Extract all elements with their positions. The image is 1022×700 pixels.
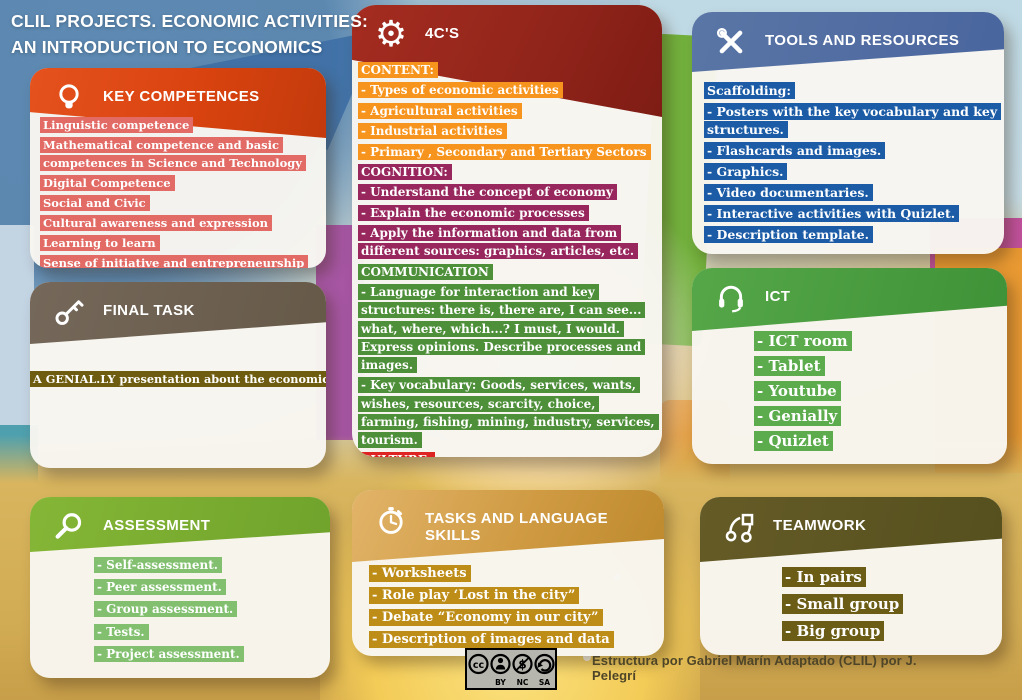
card-title: KEY COMPETENCES — [103, 88, 260, 105]
list-item: - Primary , Secondary and Tertiary Secto… — [358, 143, 651, 160]
card-title: 4C'S — [425, 25, 460, 42]
card-title: TOOLS AND RESOURCES — [765, 32, 960, 49]
card-key-competences-header: KEY COMPETENCES — [30, 68, 326, 138]
card-teamwork-header: TEAMWORK — [700, 497, 1002, 562]
four-cs-list: CONTENT: - Types of economic activities - … — [358, 61, 659, 457]
cc-by-label: BY — [495, 678, 506, 687]
key-competences-list: Linguistic competence Mathematical compet… — [40, 116, 321, 268]
list-item: - Big group — [782, 621, 885, 641]
list-item: - Agricultural activities — [358, 102, 522, 119]
list-item: Scaffolding: — [704, 82, 796, 99]
list-item: A GENIAL.LY presentation about the econo… — [30, 371, 326, 387]
card-title: ASSESSMENT — [103, 517, 211, 534]
list-item: - Project assessment. — [94, 645, 244, 662]
card-tasks-header: TASKS AND LANGUAGE SKILLS — [352, 490, 664, 562]
list-item: - Debate “Economy in our city” — [369, 609, 603, 626]
final-task-text: A GENIAL.LY presentation about the econo… — [30, 370, 326, 388]
list-item: - In pairs — [782, 567, 866, 587]
list-item: - Description template. — [704, 226, 873, 243]
card-title: TEAMWORK — [773, 517, 867, 534]
list-item: - Posters with the key vocabulary and ke… — [704, 103, 1002, 138]
list-item: - Peer assessment. — [94, 579, 226, 596]
list-item: Digital Competence — [40, 175, 175, 191]
list-item: Sense of initiative and entrepreneurship — [40, 255, 309, 268]
cc-icon: cc — [473, 660, 484, 671]
card-tools-resources: TOOLS AND RESOURCES Scaffolding: - Poster… — [692, 12, 1004, 254]
list-item: - Interactive activities with Quizlet. — [704, 205, 960, 222]
card-final-task-header: FINAL TASK — [30, 282, 326, 344]
card-key-competences: KEY COMPETENCES Linguistic competence Mat… — [30, 68, 326, 268]
list-item: - Types of economic activities — [358, 82, 563, 99]
card-ict: ICT - ICT room - Tablet - Youtube - Geniall… — [692, 268, 1007, 464]
cc-sa-label: SA — [539, 678, 550, 687]
card-final-task: FINAL TASK A GENIAL.LY presentation abou… — [30, 282, 326, 468]
list-item: - Apply the information and data from di… — [358, 225, 638, 260]
list-item: - Group assessment. — [94, 601, 238, 618]
list-item: - Youtube — [754, 381, 841, 401]
attribution-text: Estructura por Gabriel Marín Adaptado (C… — [592, 653, 917, 683]
list-item: CONTENT: — [358, 62, 438, 78]
list-item: - Industrial activities — [358, 123, 507, 140]
card-teamwork: TEAMWORK - In pairs - Small group - Big gr… — [700, 497, 1002, 655]
tools-resources-list: Scaffolding: - Posters with the key vocab… — [704, 82, 1002, 247]
teamwork-list: - In pairs - Small group - Big group — [782, 567, 998, 649]
list-item: Cultural awareness and expression — [40, 215, 273, 231]
list-item: COGNITION: — [358, 163, 452, 180]
cc-license-badge: cc $ BY NC SA — [465, 648, 557, 695]
card-assessment: ASSESSMENT - Self-assessment. - Peer asse… — [30, 497, 330, 678]
tools-icon — [714, 25, 748, 59]
card-title: ICT — [765, 288, 791, 305]
card-tasks-language-skills: TASKS AND LANGUAGE SKILLS - Worksheets - … — [352, 490, 664, 656]
background-lavender-left — [0, 225, 34, 430]
tasks-list: - Worksheets - Role play ‘Lost in the cit… — [369, 564, 658, 652]
list-item: - Quizlet — [754, 431, 833, 451]
card-tools-resources-header: TOOLS AND RESOURCES — [692, 12, 1004, 72]
list-item: - Genially — [754, 406, 842, 426]
magnifier-icon — [52, 510, 86, 544]
assessment-list: - Self-assessment. - Peer assessment. - Gr… — [94, 556, 326, 667]
gear-icon: ⚙ — [374, 14, 408, 55]
card-title: TASKS AND LANGUAGE SKILLS — [425, 510, 609, 544]
card-assessment-header: ASSESSMENT — [30, 497, 330, 552]
list-item: - Description of images and data — [369, 631, 614, 648]
page-title: CLIL PROJECTS. ECONOMIC ACTIVITIES: AN I… — [11, 8, 381, 60]
list-item: - Tests. — [94, 623, 149, 640]
card-four-cs: ⚙ 4C'S CONTENT: - Types of economic activ… — [352, 5, 662, 457]
ict-list: - ICT room - Tablet - Youtube - Genially - Q… — [754, 331, 1003, 457]
list-item: COMMUNICATION — [358, 263, 493, 280]
list-item: Linguistic competence — [40, 117, 194, 133]
key-icon — [52, 295, 86, 329]
list-item: - Language for interaction and key struc… — [358, 284, 646, 373]
list-item: - Video documentaries. — [704, 184, 873, 201]
list-item: - Flashcards and images. — [704, 142, 886, 159]
cc-nc-label: NC — [517, 678, 529, 687]
headphones-icon — [714, 281, 748, 315]
network-icon — [722, 510, 756, 544]
list-item: - Graphics. — [704, 163, 788, 180]
card-ict-header: ICT — [692, 268, 1007, 331]
list-item: CULTURE: — [358, 452, 436, 457]
list-item: - Role play ‘Lost in the city” — [369, 587, 580, 604]
list-item: - Tablet — [754, 356, 825, 376]
list-item: - Small group — [782, 594, 904, 614]
lightbulb-icon — [52, 81, 86, 115]
list-item: - ICT room — [754, 331, 852, 351]
list-item: Mathematical competence and basic compet… — [40, 137, 306, 171]
page-title-line2: AN INTRODUCTION TO ECONOMICS — [11, 37, 323, 57]
stopwatch-icon — [374, 503, 408, 537]
list-item: Social and Civic — [40, 195, 150, 211]
list-item: Learning to learn — [40, 235, 160, 251]
list-item: - Key vocabulary: Goods, services, wants… — [358, 377, 659, 448]
list-item: - Explain the economic processes — [358, 204, 589, 221]
card-title: FINAL TASK — [103, 302, 195, 319]
list-item: - Worksheets — [369, 565, 471, 582]
page-title-line1: CLIL PROJECTS. ECONOMIC ACTIVITIES: — [11, 11, 369, 31]
list-item: - Understand the concept of economy — [358, 184, 617, 201]
list-item: - Self-assessment. — [94, 557, 222, 573]
